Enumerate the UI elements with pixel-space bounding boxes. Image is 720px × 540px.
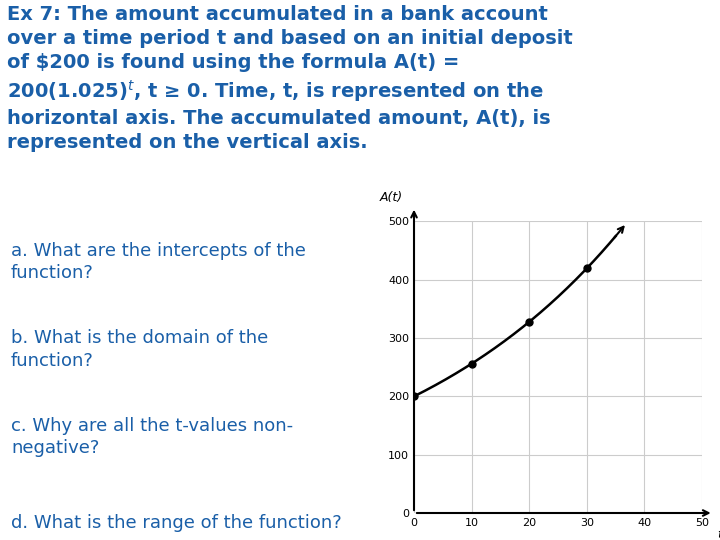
Text: a. What are the intercepts of the
function?: a. What are the intercepts of the functi… (11, 242, 306, 282)
Text: c. Why are all the t-values non-
negative?: c. Why are all the t-values non- negativ… (11, 417, 293, 457)
Text: d. What is the range of the function?: d. What is the range of the function? (11, 514, 342, 532)
Text: A(t): A(t) (379, 191, 402, 204)
Text: Ex 7: The amount accumulated in a bank account
over a time period t and based on: Ex 7: The amount accumulated in a bank a… (7, 5, 573, 152)
Text: t: t (717, 528, 720, 540)
Text: b. What is the domain of the
function?: b. What is the domain of the function? (11, 329, 269, 370)
